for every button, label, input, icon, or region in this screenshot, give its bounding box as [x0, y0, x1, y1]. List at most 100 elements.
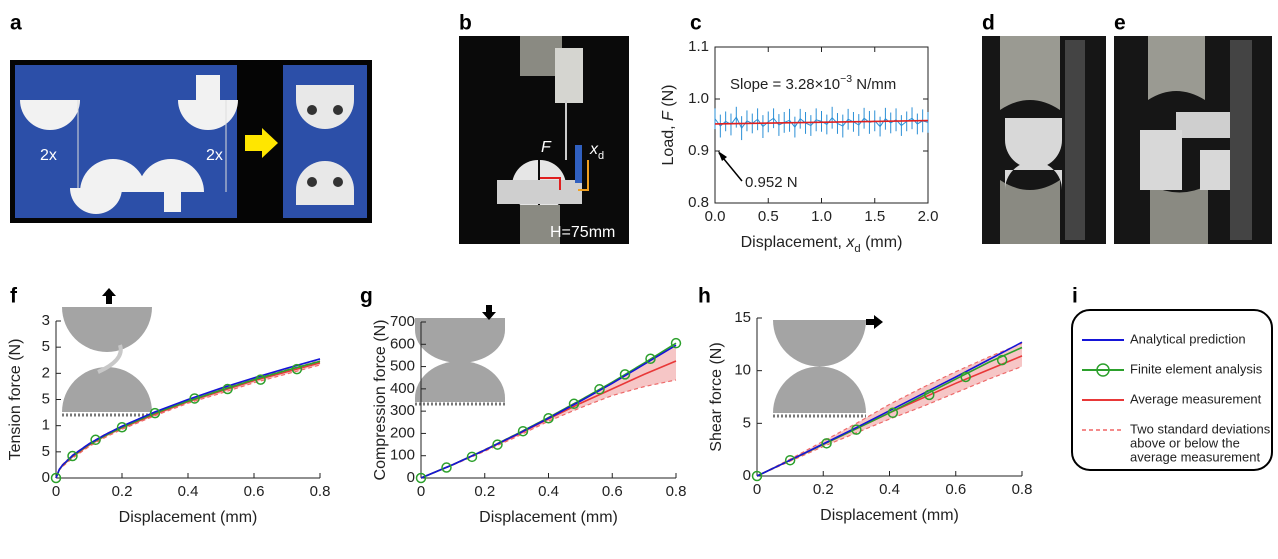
y-tick-label: 600 — [390, 335, 415, 352]
x-axis-label-part: Displacement (mm) — [820, 507, 959, 524]
y-tick-label: 0.9 — [688, 142, 709, 159]
height-label: H=75mm — [550, 224, 615, 241]
panel-letter: f — [10, 285, 18, 308]
y-tick-label: 0 — [743, 467, 751, 484]
x-tick-label: 0.8 — [310, 483, 331, 500]
x-axis-label-part: Displacement (mm) — [479, 509, 618, 526]
marker — [517, 425, 529, 437]
y-tick-label: 3 — [42, 312, 50, 329]
legend-label: above or below the — [1130, 435, 1240, 450]
y-tick-label: 10 — [734, 362, 751, 379]
marker — [90, 434, 101, 446]
x-axis-label-part: d — [854, 243, 860, 255]
marker — [751, 470, 763, 482]
marker — [441, 462, 452, 473]
x-tick-label: 0.6 — [602, 483, 623, 500]
x-axis-label-part: Displacement (mm) — [119, 509, 258, 526]
x-tick-label: 0.2 — [112, 483, 133, 500]
marker — [851, 424, 862, 435]
x-axis-label-part: x — [845, 234, 855, 251]
marker — [415, 472, 427, 484]
y-tick-label: 15 — [734, 309, 751, 326]
y-axis-label-part: F — [660, 110, 677, 121]
force-label: F — [541, 139, 552, 156]
marker — [466, 451, 478, 463]
marker — [291, 363, 303, 375]
marker — [594, 384, 605, 395]
legend-label: Average measurement — [1130, 391, 1262, 406]
data-line — [714, 119, 929, 125]
marker — [568, 398, 580, 410]
marker — [619, 369, 631, 380]
x-axis-label: Displacement (mm) — [479, 509, 618, 526]
arrow-head — [718, 151, 727, 161]
panel-letter: e — [1114, 12, 1126, 35]
data-line — [55, 358, 321, 479]
displacement-sub: d — [598, 150, 604, 162]
marker — [924, 389, 935, 401]
legend-label: Finite element analysis — [1130, 361, 1263, 376]
legend-label: Two standard deviations — [1130, 421, 1271, 436]
y-axis-label-part: Shear force (N) — [708, 342, 725, 451]
y-axis-label: Shear force (N) — [708, 342, 725, 451]
legend-box — [1071, 309, 1273, 471]
x-tick-label: 0.0 — [705, 208, 726, 225]
x-tick-label: 0.4 — [879, 481, 900, 498]
data-line — [420, 344, 677, 479]
annotation-part: 0.952 N — [745, 174, 798, 191]
marker — [67, 450, 78, 462]
y-tick-label: 700 — [390, 313, 415, 330]
marker — [116, 421, 128, 433]
marker — [222, 383, 233, 395]
y-tick-label: 500 — [390, 358, 415, 375]
x-axis-label: Displacement (mm) — [820, 507, 959, 524]
y-tick-label: 400 — [390, 380, 415, 397]
panel-letter: b — [459, 12, 472, 35]
inset-h — [773, 315, 883, 418]
y-axis-label: Compression force (N) — [372, 320, 389, 481]
y-tick-label: 5 — [42, 338, 50, 355]
marker — [255, 374, 266, 385]
y-tick-label: 5 — [42, 390, 50, 407]
x-tick-label: 0 — [753, 481, 761, 498]
y-tick-label: 0 — [42, 469, 50, 486]
x-tick-label: 1.0 — [811, 208, 832, 225]
annotation: 0.952 N — [745, 174, 798, 191]
y-tick-label: 100 — [390, 447, 415, 464]
y-tick-label: 2 — [42, 364, 50, 381]
x-tick-label: 0.4 — [178, 483, 199, 500]
legend-label: average measurement — [1130, 449, 1260, 464]
x-tick-label: 0.8 — [666, 483, 687, 500]
x-tick-label: 1.5 — [864, 208, 885, 225]
marker — [887, 407, 899, 419]
marker — [645, 353, 656, 365]
marker — [50, 472, 62, 484]
marker — [149, 407, 161, 419]
y-axis-label-part: (N) — [660, 85, 677, 112]
photo-label: 2x — [206, 147, 223, 164]
x-tick-label: 0 — [417, 483, 425, 500]
y-axis-label-part: Tension force (N) — [7, 339, 24, 461]
y-tick-label: 5 — [743, 414, 751, 431]
panel-letter: h — [698, 285, 711, 308]
x-tick-label: 0 — [52, 483, 60, 500]
photo-e — [1114, 36, 1272, 244]
y-axis-label-part: Load, — [660, 121, 677, 165]
data-line — [756, 341, 1023, 477]
marker — [996, 354, 1008, 366]
y-tick-label: 0 — [407, 469, 415, 486]
y-axis-label-part: Compression force (N) — [372, 320, 389, 481]
annotation-part: N/mm — [852, 76, 896, 93]
panel-letter: c — [690, 12, 702, 35]
y-axis-label: Tension force (N) — [7, 339, 24, 461]
x-tick-label: 0.6 — [945, 481, 966, 498]
inset-f — [62, 288, 152, 417]
marker — [784, 454, 796, 466]
x-tick-label: 0.4 — [538, 483, 559, 500]
y-axis-label: Load, F (N) — [660, 85, 677, 166]
x-tick-label: 0.6 — [244, 483, 265, 500]
x-axis-label: Displacement (mm) — [119, 509, 258, 526]
annotation: Slope = 3.28×10−3 N/mm — [730, 73, 896, 93]
y-tick-label: 300 — [390, 402, 415, 419]
inset-g — [415, 305, 505, 406]
